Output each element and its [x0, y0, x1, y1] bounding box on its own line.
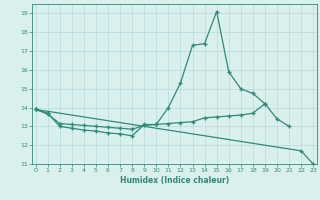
X-axis label: Humidex (Indice chaleur): Humidex (Indice chaleur) [120, 176, 229, 185]
